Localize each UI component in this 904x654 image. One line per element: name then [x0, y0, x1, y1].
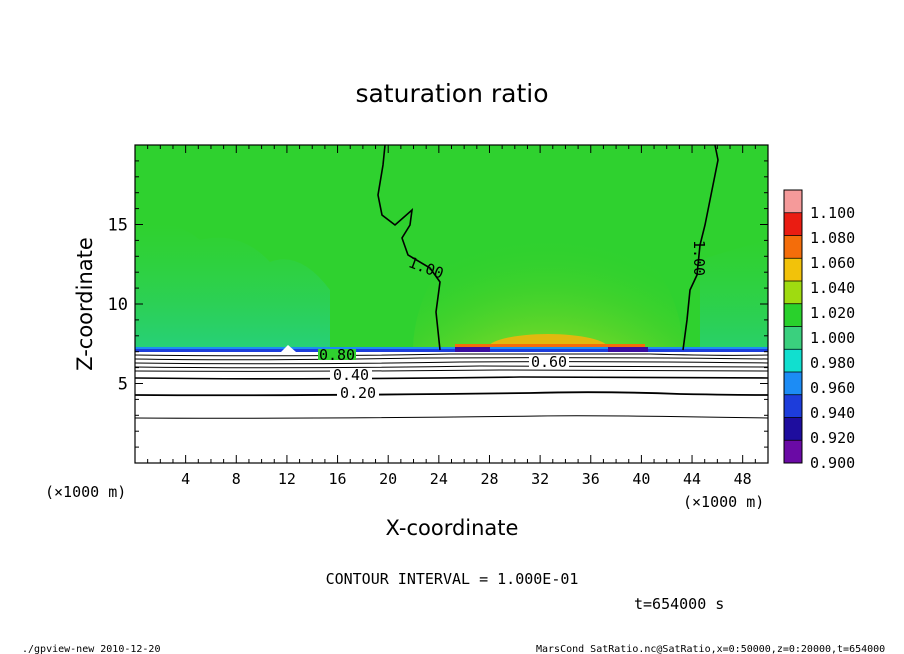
y-tick-label: 15 [108, 216, 128, 236]
contour-interval-text: CONTOUR INTERVAL = 1.000E-01 [326, 570, 579, 588]
subsaturated-region [135, 352, 768, 463]
x-unit-left: (×1000 m) [45, 483, 126, 501]
colorbar-label: 0.960 [810, 379, 855, 397]
y-tick-label: 5 [118, 375, 128, 395]
cold-patch-2 [608, 347, 648, 353]
contour-label-0.60: 0.60 [531, 353, 567, 371]
colorbar-swatch [784, 440, 802, 463]
y-axis-label: Z-coordinate [73, 237, 97, 371]
contour-1.00-right [682, 145, 719, 351]
contour-label-0.80: 0.80 [319, 346, 355, 364]
x-tick-label: 40 [632, 470, 650, 488]
colorbar-swatch [784, 372, 802, 395]
x-tick-label: 4 [181, 470, 190, 488]
colorbar-swatch [784, 258, 802, 281]
colorbar-label: 0.940 [810, 404, 855, 422]
colorbar-swatch [784, 417, 802, 441]
contour-label-0.40: 0.40 [333, 366, 369, 384]
x-tick-label: 16 [329, 470, 347, 488]
colorbar-label: 1.080 [810, 229, 855, 247]
contour-label-1.00-right: 1.00 [690, 240, 708, 276]
footer-left: ./gpview-new 2010-12-20 [22, 644, 160, 654]
colorbar-label: 0.980 [810, 354, 855, 372]
isolines [135, 353, 768, 419]
x-tick-label: 36 [582, 470, 600, 488]
x-axis-label: X-coordinate [386, 516, 519, 540]
x-tick-label: 32 [531, 470, 549, 488]
cool-patch-left [135, 224, 330, 352]
colorbar-label: 1.000 [810, 329, 855, 347]
footer-right: MarsCond_SatRatio.nc@SatRatio,x=0:50000,… [536, 644, 885, 654]
colorbar-swatch [784, 235, 802, 259]
colorbar-label: 1.040 [810, 279, 855, 297]
x-tick-label: 48 [734, 470, 752, 488]
colorbar: 0.900 0.920 0.940 0.960 0.980 1.000 1.020 1.040… [783, 189, 855, 472]
colorbar-swatch [784, 212, 802, 236]
x-tick-label: 44 [683, 470, 701, 488]
colorbar-label: 0.920 [810, 429, 855, 447]
colorbar-label: 1.060 [810, 254, 855, 272]
colorbar-swatch [784, 281, 802, 304]
colorbar-swatch [784, 394, 802, 418]
colorbar-swatch [784, 326, 802, 350]
small-white-spot [281, 345, 296, 352]
x-tick-label: 12 [278, 470, 296, 488]
x-tick-label: 28 [480, 470, 498, 488]
x-tick-label: 24 [430, 470, 448, 488]
colorbar-label: 1.100 [810, 204, 855, 222]
colorbar-swatch [784, 303, 802, 327]
boundary-strip-blue [135, 349, 768, 352]
colorbar-swatch [784, 190, 802, 213]
time-label: t=654000 s [634, 595, 724, 613]
y-tick-label: 10 [108, 295, 128, 315]
plot-area: 1.00 1.00 0.80 0.60 0.40 0.20 [135, 145, 768, 463]
x-tick-label: 8 [232, 470, 241, 488]
x-unit-right: (×1000 m) [683, 493, 764, 511]
colorbar-label: 1.020 [810, 304, 855, 322]
contour-1.00-left [377, 145, 441, 351]
hot-strip [455, 344, 645, 347]
chart-title: saturation ratio [355, 79, 548, 108]
contour-label-0.20: 0.20 [340, 384, 376, 402]
colorbar-label: 0.900 [810, 454, 855, 472]
cool-patch-right [700, 240, 768, 352]
x-tick-label: 20 [379, 470, 397, 488]
cold-patch-1 [455, 347, 490, 353]
boundary-strip-cyan [135, 347, 768, 349]
colorbar-swatch [784, 349, 802, 372]
